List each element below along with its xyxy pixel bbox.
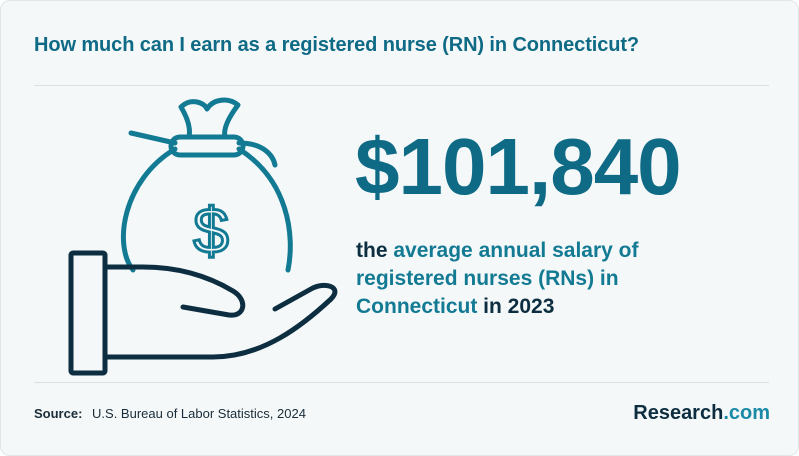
source-label: Source: <box>34 406 83 421</box>
source-line: Source: U.S. Bureau of Labor Statistics,… <box>34 406 306 421</box>
page-title: How much can I earn as a registered nurs… <box>34 34 640 56</box>
money-bag-in-hand-icon: $ <box>68 97 338 376</box>
top-divider <box>34 85 769 86</box>
source-text: U.S. Bureau of Labor Statistics, 2024 <box>92 406 306 421</box>
bottom-divider <box>34 382 769 383</box>
dollar-sign-icon: $ <box>193 195 229 267</box>
salary-amount: $101,840 <box>355 122 682 211</box>
brand-logo: Research.com <box>633 402 770 425</box>
desc-highlight: average annual salary of registered nurs… <box>356 239 639 318</box>
salary-description: the average annual salary of registered … <box>356 237 656 321</box>
brand-tld: .com <box>723 402 770 424</box>
desc-text-1: the <box>356 239 394 262</box>
brand-name: Research <box>633 402 724 424</box>
desc-text-2: in 2023 <box>477 295 555 318</box>
